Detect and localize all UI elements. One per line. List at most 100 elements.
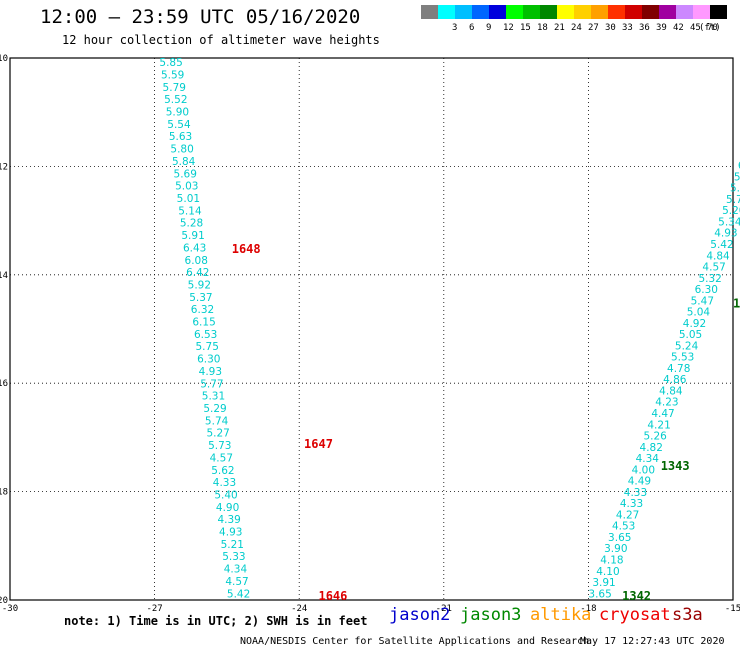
lon-tick-label: -15 xyxy=(725,604,740,614)
wave-height-label-east: 5. xyxy=(730,183,740,195)
legend-label: 30 xyxy=(605,23,616,33)
wave-height-label-east: 4.84 xyxy=(706,250,730,262)
legend-swatch xyxy=(574,5,591,19)
legend-label: 45 xyxy=(690,23,701,33)
map-title: 12:00 — 23:59 UTC 05/16/2020 xyxy=(40,6,361,28)
wave-height-label-west: 6.30 xyxy=(197,354,220,366)
wave-height-label-east: 4.82 xyxy=(640,442,663,454)
wave-height-label-west: 5.80 xyxy=(170,144,193,156)
wave-height-label-west: 4.93 xyxy=(199,366,222,378)
wave-height-label-west: 6.32 xyxy=(191,304,214,316)
wave-height-label-west: 5.27 xyxy=(206,428,229,440)
legend-swatch xyxy=(455,5,472,19)
map-subtitle: 12 hour collection of altimeter wave hei… xyxy=(62,33,380,47)
wave-height-label-east: 6.30 xyxy=(695,284,718,296)
wave-height-label-east: 5.47 xyxy=(691,295,714,307)
wave-height-label-east: 5.53 xyxy=(671,352,694,364)
wave-height-label-east: 4.23 xyxy=(655,397,678,409)
wave-height-label-east: 5.7 xyxy=(726,194,740,206)
legend-swatch xyxy=(642,5,659,19)
wave-height-label-west: 5.77 xyxy=(200,378,223,390)
wave-height-label-west: 5.90 xyxy=(166,107,189,119)
wave-height-label-east: 5.20 xyxy=(722,205,740,217)
legend-swatch xyxy=(421,5,438,19)
wave-height-label-east: 6. xyxy=(738,160,740,172)
wave-height-label-west: 5.91 xyxy=(181,230,204,242)
lat-tick-label: -14 xyxy=(0,271,8,281)
wave-height-label-east: 5.42 xyxy=(710,239,733,251)
legend-swatch xyxy=(557,5,574,19)
lat-tick-label: -10 xyxy=(0,54,8,64)
wave-height-label-west: 4.93 xyxy=(219,527,242,539)
legend-label: 36 xyxy=(639,23,650,33)
wave-height-label-east: 4.18 xyxy=(600,554,623,566)
wave-height-label-west: 4.90 xyxy=(216,502,239,514)
wave-height-label-east: 5.26 xyxy=(643,431,667,443)
lon-tick-label: -24 xyxy=(291,604,307,614)
map-frame xyxy=(9,57,734,601)
legend-label: 24 xyxy=(571,23,582,33)
wave-height-label-west: 5.69 xyxy=(174,168,197,180)
wave-height-label-west: 5.03 xyxy=(175,181,198,193)
legend-swatch xyxy=(710,5,727,19)
lat-tick-label: -18 xyxy=(0,488,8,498)
legend-label: 9 xyxy=(486,23,492,33)
footer-note: note: 1) Time is in UTC; 2) SWH is in fe… xyxy=(64,614,368,628)
pass-time-label: 13 xyxy=(733,296,740,310)
satellite-cryosat: cryosat xyxy=(599,605,671,625)
wave-height-label-west: 4.57 xyxy=(225,576,248,588)
wave-height-label-west: 5.74 xyxy=(205,415,229,427)
wave-height-label-west: 5.31 xyxy=(202,391,225,403)
legend-label: 3 xyxy=(452,23,458,33)
wave-height-label-west: 6.15 xyxy=(192,317,215,329)
wave-height-label-west: 4.39 xyxy=(217,514,240,526)
wave-height-label-east: 5.24 xyxy=(675,340,699,352)
wave-height-label-west: 5.29 xyxy=(203,403,226,415)
legend-swatch xyxy=(506,5,523,19)
legend-label: 18 xyxy=(537,23,548,33)
wave-height-label-east: 4.21 xyxy=(647,419,670,431)
legend-label: 42 xyxy=(673,23,684,33)
wave-height-label-east: 4.84 xyxy=(659,385,683,397)
wave-height-label-west: 4.33 xyxy=(213,477,236,489)
wave-height-label-west: 5.79 xyxy=(163,82,186,94)
wave-height-label-east: 3.65 xyxy=(608,532,631,544)
satellite-altika: altika xyxy=(530,605,592,625)
legend-label: 15 xyxy=(520,23,531,33)
wave-height-label-east: 4.92 xyxy=(683,318,706,330)
legend-label: 6 xyxy=(469,23,475,33)
wave-height-label-west: 5.92 xyxy=(188,279,211,291)
wave-height-label-west: 5.59 xyxy=(161,69,184,81)
wave-height-label-west: 5.52 xyxy=(164,94,187,106)
legend-swatch xyxy=(693,5,710,19)
legend-label: 70 xyxy=(707,23,718,33)
wave-height-label-west: 4.57 xyxy=(210,452,233,464)
wave-height-label-east: 4.53 xyxy=(612,521,635,533)
wave-height-label-west: 5.33 xyxy=(222,551,245,563)
wave-height-label-east: 5.05 xyxy=(679,329,702,341)
lon-tick-label: -21 xyxy=(436,604,452,614)
wave-height-label-west: 5.37 xyxy=(189,292,212,304)
wave-height-label-east: 4.86 xyxy=(663,374,687,386)
lat-tick-label: -16 xyxy=(0,379,8,389)
wave-height-label-east: 3.65 xyxy=(588,588,611,600)
wave-height-label-west: 6.53 xyxy=(194,329,217,341)
legend-label: 39 xyxy=(656,23,667,33)
wave-height-label-east: 4.00 xyxy=(632,464,655,476)
legend-label: 21 xyxy=(554,23,565,33)
wave-height-label-west: 5.28 xyxy=(180,218,203,230)
wave-height-label-west: 5.75 xyxy=(196,341,219,353)
wave-height-label-east: 5.04 xyxy=(687,307,711,319)
lat-tick-label: -20 xyxy=(0,596,8,606)
wave-height-label-east: 4.34 xyxy=(636,453,660,465)
wave-height-label-east: 4.78 xyxy=(667,363,690,375)
wave-height-label-west: 5.84 xyxy=(172,156,196,168)
wave-height-label-east: 4.33 xyxy=(624,487,647,499)
legend-label: 12 xyxy=(503,23,514,33)
satellite-jason3: jason3 xyxy=(460,605,522,625)
lon-tick-label: -27 xyxy=(146,604,162,614)
wave-height-label-east: 4.57 xyxy=(702,262,725,274)
wave-height-label-west: 5.42 xyxy=(227,588,250,600)
wave-height-label-west: 6.43 xyxy=(183,242,206,254)
wave-height-label-east: 5.34 xyxy=(718,216,740,228)
